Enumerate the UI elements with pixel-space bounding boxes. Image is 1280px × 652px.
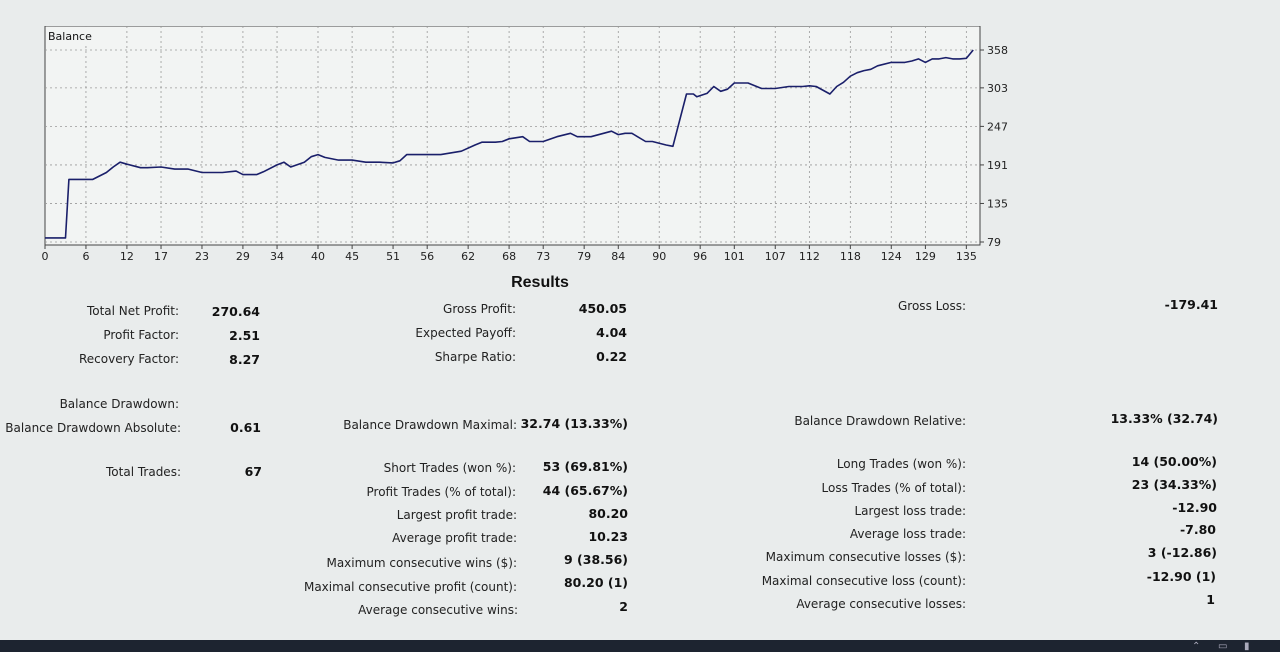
y-tick-label: 303 <box>987 82 1008 95</box>
loss-trades-label: Loss Trades (% of total): <box>821 481 967 495</box>
x-tick-label: 23 <box>195 250 209 263</box>
x-tick-label: 129 <box>915 250 936 263</box>
largest-profit-trade-label: Largest profit trade: <box>396 508 517 522</box>
x-tick-label: 73 <box>536 250 550 263</box>
total-net-profit-value: 270.64 <box>211 304 260 319</box>
balance-drawdown-absolute-label: Balance Drawdown Absolute: <box>5 421 181 435</box>
sharpe-ratio-value: 0.22 <box>596 349 627 364</box>
x-tick-label: 12 <box>120 250 134 263</box>
x-tick-label: 101 <box>724 250 745 263</box>
recovery-factor-label: Recovery Factor: <box>78 352 179 366</box>
balance-drawdown-label: Balance Drawdown: <box>59 397 179 411</box>
largest-profit-trade-value: 80.20 <box>588 506 628 521</box>
x-tick-label: 68 <box>502 250 516 263</box>
y-tick-label: 358 <box>987 44 1008 57</box>
profit-trades-value: 44 (65.67%) <box>542 483 628 498</box>
total-trades-label: Total Trades: <box>106 465 181 479</box>
average-loss-trade-label: Average loss trade: <box>849 527 966 541</box>
x-tick-label: 56 <box>420 250 434 263</box>
chevron-up-icon[interactable]: ⌃ <box>1192 641 1201 652</box>
total-trades-value: 67 <box>244 464 262 479</box>
x-tick-label: 118 <box>840 250 861 263</box>
balance-drawdown-maximal-label: Balance Drawdown Maximal: <box>343 418 517 432</box>
chart-title: Balance <box>48 30 92 43</box>
recovery-factor-value: 8.27 <box>229 352 260 367</box>
maximal-consecutive-profit-label: Maximal consecutive profit (count): <box>303 580 517 594</box>
average-profit-trade-value: 10.23 <box>588 529 628 544</box>
profit-trades-label: Profit Trades (% of total): <box>366 485 516 499</box>
chart-title-bg <box>46 27 91 43</box>
y-tick-label: 247 <box>987 120 1008 133</box>
profit-factor-label: Profit Factor: <box>103 328 179 342</box>
x-tick-label: 79 <box>577 250 591 263</box>
expected-payoff-label: Expected Payoff: <box>415 326 516 340</box>
x-tick-label: 34 <box>270 250 284 263</box>
max-consecutive-losses-value: 3 (-12.86) <box>1147 545 1217 560</box>
expected-payoff-value: 4.04 <box>596 325 627 340</box>
x-tick-label: 96 <box>693 250 707 263</box>
x-tick-label: 124 <box>881 250 902 263</box>
gross-profit-label: Gross Profit: <box>443 302 516 316</box>
balance-drawdown-relative-label: Balance Drawdown Relative: <box>794 414 966 428</box>
balance-drawdown-relative-value: 13.33% (32.74) <box>1110 411 1218 426</box>
y-tick-label: 191 <box>987 159 1008 172</box>
average-profit-trade-label: Average profit trade: <box>392 531 517 545</box>
balance-chart-svg: 358 303 247 191 135 79 0 6 12 17 23 29 34 40 45 51 56 62 6… <box>42 25 1008 263</box>
average-loss-trade-value: -7.80 <box>1179 522 1216 537</box>
average-consecutive-wins-value: 2 <box>619 599 628 614</box>
max-consecutive-losses-label: Maximum consecutive losses ($): <box>765 550 966 564</box>
maximal-consecutive-loss-value: -12.90 (1) <box>1146 569 1216 584</box>
x-tick-label: 29 <box>236 250 250 263</box>
balance-line <box>45 49 974 239</box>
largest-loss-trade-label: Largest loss trade: <box>854 504 966 518</box>
balance-drawdown-maximal-value: 32.74 (13.33%) <box>520 416 628 431</box>
average-consecutive-losses-label: Average consecutive losses: <box>796 597 966 611</box>
x-tick-label: 40 <box>311 250 325 263</box>
largest-loss-trade-value: -12.90 <box>1172 500 1217 515</box>
maximal-consecutive-profit-value: 80.20 (1) <box>563 575 628 590</box>
x-tick-label: 112 <box>799 250 820 263</box>
x-tick-label: 90 <box>652 250 666 263</box>
short-trades-label: Short Trades (won %): <box>383 461 516 475</box>
loss-trades-value: 23 (34.33%) <box>1131 477 1217 492</box>
y-tick-label: 135 <box>987 197 1008 210</box>
average-consecutive-losses-value: 1 <box>1206 592 1215 607</box>
profit-factor-value: 2.51 <box>229 328 260 343</box>
max-consecutive-wins-label: Maximum consecutive wins ($): <box>326 556 517 570</box>
results-title: Results <box>511 274 569 291</box>
average-consecutive-wins-label: Average consecutive wins: <box>358 603 518 617</box>
network-icon[interactable]: ▭ <box>1218 641 1228 652</box>
x-tick-label: 107 <box>765 250 786 263</box>
x-tick-label: 17 <box>154 250 168 263</box>
max-consecutive-wins-value: 9 (38.56) <box>563 552 628 567</box>
x-tick-label: 51 <box>386 250 400 263</box>
plot-frame <box>44 25 981 246</box>
x-tick-label: 135 <box>956 250 977 263</box>
sharpe-ratio-label: Sharpe Ratio: <box>434 350 516 364</box>
total-net-profit-label: Total Net Profit: <box>86 304 179 318</box>
long-trades-value: 14 (50.00%) <box>1131 454 1217 469</box>
gross-profit-value: 450.05 <box>578 301 627 316</box>
balance-chart: 358 303 247 191 135 79 0 6 12 17 23 29 34 40 45 51 56 62 6… <box>40 25 1030 268</box>
gross-loss-label: Gross Loss: <box>898 299 966 313</box>
battery-icon[interactable]: ▮ <box>1244 641 1250 652</box>
balance-drawdown-absolute-value: 0.61 <box>230 420 261 435</box>
short-trades-value: 53 (69.81%) <box>542 459 628 474</box>
taskbar <box>0 640 1280 652</box>
long-trades-label: Long Trades (won %): <box>836 457 966 471</box>
x-tick-label: 62 <box>461 250 475 263</box>
y-tick-label: 79 <box>987 236 1001 249</box>
maximal-consecutive-loss-label: Maximal consecutive loss (count): <box>761 574 966 588</box>
x-tick-label: 0 <box>42 250 49 263</box>
x-tick-label: 45 <box>345 250 359 263</box>
gross-loss-value: -179.41 <box>1164 297 1218 312</box>
x-tick-label: 6 <box>82 250 89 263</box>
x-tick-label: 84 <box>611 250 625 263</box>
